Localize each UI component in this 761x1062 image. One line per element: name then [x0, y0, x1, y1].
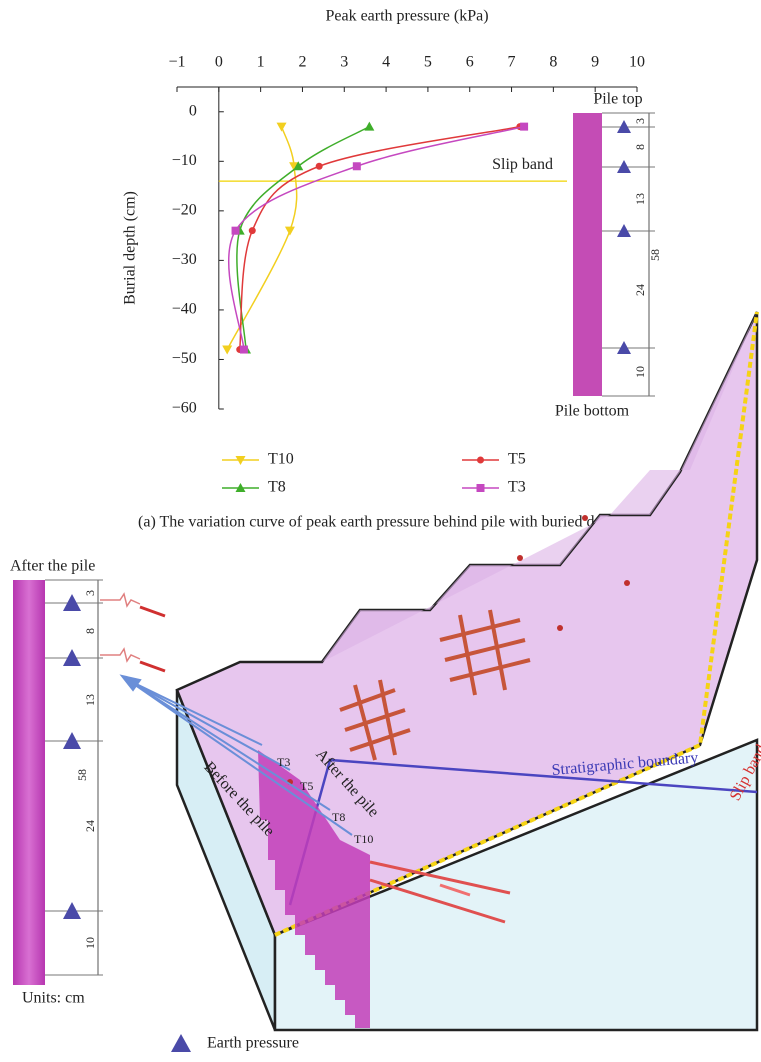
marker: [477, 484, 485, 492]
y-tick-label: −40: [172, 301, 197, 318]
sensor-label: T5: [300, 779, 313, 793]
y-tick-label: −10: [172, 152, 197, 169]
sensor-label: T8: [332, 810, 345, 824]
dimension-total: 58: [75, 769, 89, 781]
x-tick-label: 6: [466, 54, 474, 71]
dimension: 8: [83, 628, 97, 634]
dimension: 24: [633, 284, 647, 296]
y-tick-label: −50: [172, 350, 197, 367]
pile-top-label: Pile top: [593, 91, 642, 108]
sensor-leads: [100, 594, 140, 661]
x-tick-label: 9: [591, 54, 599, 71]
series-line: [240, 127, 520, 350]
x-tick-label: 1: [257, 54, 265, 71]
figure: Peak earth pressure (kPa) Burial depth (…: [0, 0, 761, 1062]
y-tick-label: 0: [189, 102, 197, 119]
dimension: 10: [83, 937, 97, 949]
y-tick-label: −20: [172, 202, 197, 219]
pile: [573, 113, 602, 396]
dimension: 10: [633, 366, 647, 378]
dimension: 3: [633, 118, 647, 124]
marker: [285, 227, 295, 236]
y-tick-label: −30: [172, 251, 197, 268]
pile-sketch: 3 8 13 24 10 58 Pile top Pile bottom: [555, 91, 662, 420]
legend-label: Earth pressure: [207, 1035, 299, 1052]
pile-label: After the pile: [10, 558, 95, 575]
dimension: 24: [83, 820, 97, 832]
legend-label: T8: [268, 479, 286, 496]
caption: (a) The variation curve of peak earth pr…: [138, 514, 622, 531]
x-tick-label: 5: [424, 54, 432, 71]
chart-title: Peak earth pressure (kPa): [325, 8, 488, 25]
x-tick-label: 10: [629, 54, 645, 71]
marker: [249, 227, 256, 234]
marker: [353, 162, 361, 170]
dimension: 13: [633, 193, 647, 205]
marker: [232, 227, 240, 235]
marker: [277, 123, 287, 132]
chart: Peak earth pressure (kPa) Burial depth (…: [122, 8, 645, 496]
sensor-label: T10: [354, 832, 373, 846]
x-tick-label: 8: [549, 54, 557, 71]
marker: [520, 123, 528, 131]
series-line: [237, 127, 369, 350]
units: Units: cm: [22, 990, 85, 1007]
sensor-icons: [617, 120, 631, 354]
marker: [316, 163, 323, 170]
marker: [240, 346, 248, 354]
sensor-bars: [140, 607, 165, 671]
sensor-icons: [63, 594, 81, 919]
x-tick-label: 0: [215, 54, 223, 71]
annotation-label: Slip band: [492, 156, 553, 173]
y-axis-label: Burial depth (cm): [122, 191, 139, 305]
legend-icon: [171, 1034, 191, 1052]
marker: [222, 346, 232, 355]
pile-left: [13, 580, 45, 985]
dimension: 13: [83, 694, 97, 706]
x-tick-label: 4: [382, 54, 390, 71]
series-line: [229, 127, 524, 350]
dimension-total: 58: [648, 249, 662, 261]
diagram: After the pile 3 8 13 24 10 58 Units: cm…: [10, 312, 761, 1052]
marker: [364, 122, 374, 131]
legend-label: T10: [268, 451, 294, 468]
dimension: 3: [83, 590, 97, 596]
x-tick-label: 2: [298, 54, 306, 71]
sensor-label: T3: [277, 755, 290, 769]
legend-label: T3: [508, 479, 526, 496]
marker: [477, 457, 484, 464]
y-tick-label: −60: [172, 400, 197, 417]
legend-label: T5: [508, 451, 526, 468]
x-tick-label: −1: [168, 54, 185, 71]
x-tick-label: 3: [340, 54, 348, 71]
pile-bottom-label: Pile bottom: [555, 403, 630, 420]
dimension: 8: [633, 144, 647, 150]
x-tick-label: 7: [508, 54, 516, 71]
